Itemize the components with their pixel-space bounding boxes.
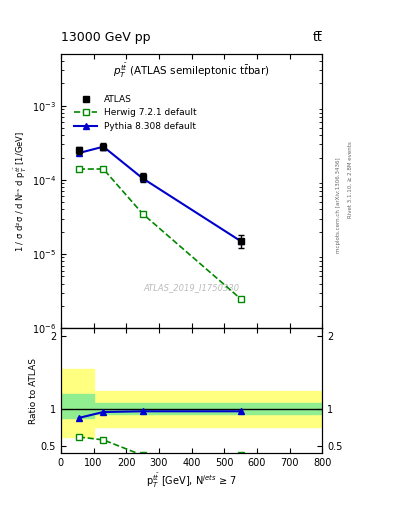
Legend: ATLAS, Herwig 7.2.1 default, Pythia 8.308 default: ATLAS, Herwig 7.2.1 default, Pythia 8.30… <box>71 91 200 135</box>
Y-axis label: Ratio to ATLAS: Ratio to ATLAS <box>29 358 38 424</box>
Text: mcplots.cern.ch [arXiv:1306.3436]: mcplots.cern.ch [arXiv:1306.3436] <box>336 157 341 252</box>
Text: $p_T^{t\bar{t}}$ (ATLAS semileptonic t$\bar{t}$bar): $p_T^{t\bar{t}}$ (ATLAS semileptonic t$\… <box>113 62 270 80</box>
Text: tt̅: tt̅ <box>312 31 322 44</box>
Y-axis label: 1 / σ d²σ / d Nᶜˢ d p$^{t\bar{t}}_{T}$ [1/GeV]: 1 / σ d²σ / d Nᶜˢ d p$^{t\bar{t}}_{T}$ [… <box>13 131 29 251</box>
Text: 13000 GeV pp: 13000 GeV pp <box>61 31 151 44</box>
X-axis label: p$^{t\bar{t}}_{T}$ [GeV], N$^{jets}$ ≥ 7: p$^{t\bar{t}}_{T}$ [GeV], N$^{jets}$ ≥ 7 <box>146 472 237 490</box>
Text: Rivet 3.1.10, ≥ 2.8M events: Rivet 3.1.10, ≥ 2.8M events <box>348 141 353 218</box>
Text: ATLAS_2019_I1750330: ATLAS_2019_I1750330 <box>143 283 240 292</box>
